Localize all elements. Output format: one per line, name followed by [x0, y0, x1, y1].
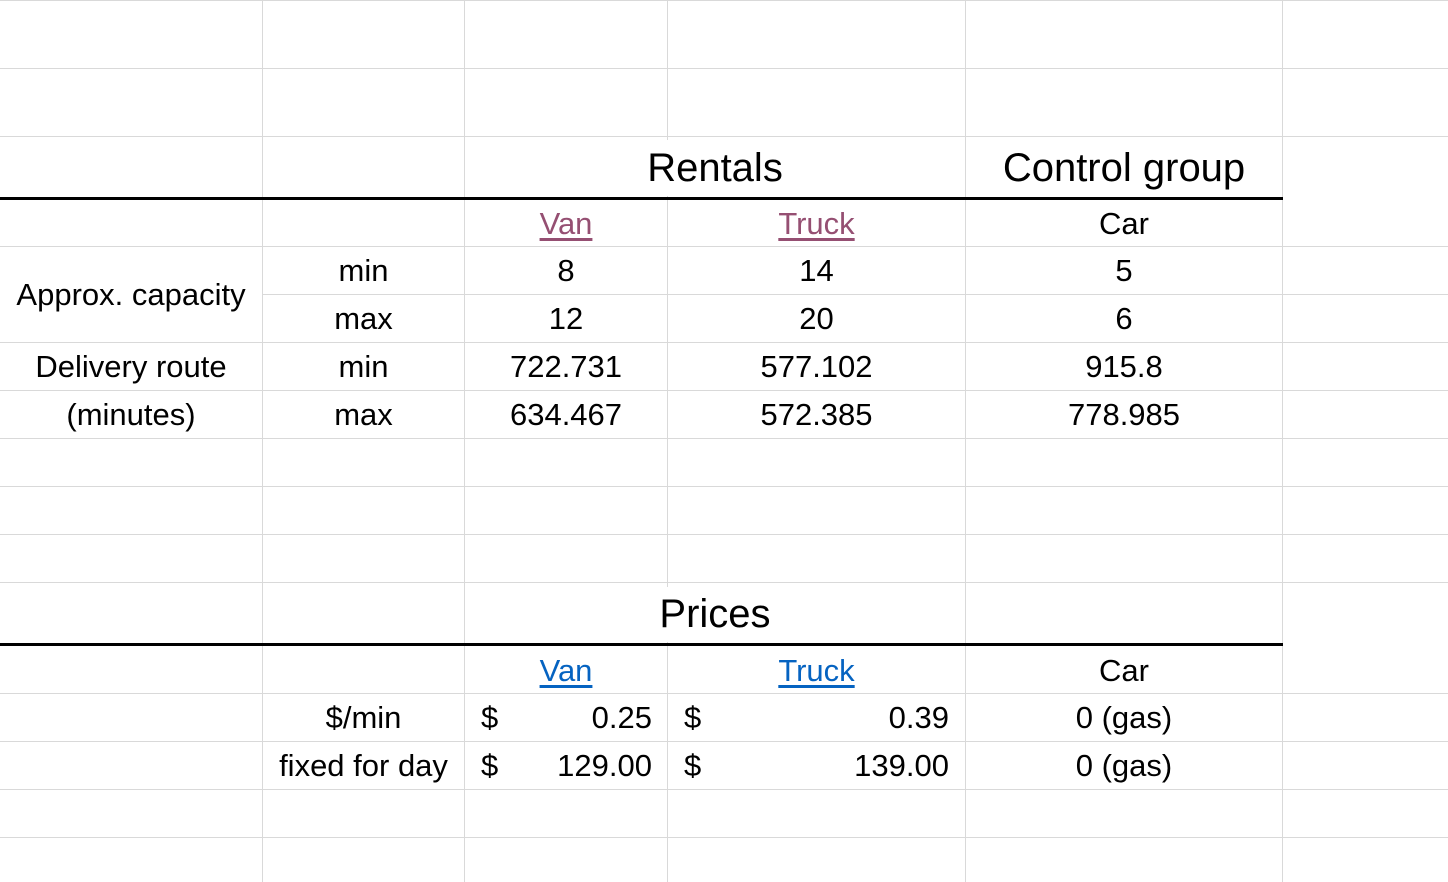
truck-capacity-min[interactable]: 14: [668, 247, 965, 294]
row-divider: [0, 741, 1448, 742]
fixed-day-label[interactable]: fixed for day: [263, 742, 464, 789]
prices-title: Prices: [465, 587, 965, 642]
truck-fixed-currency: $: [668, 742, 724, 789]
car-fixed-price[interactable]: 0 (gas): [966, 742, 1282, 789]
car-route-max[interactable]: 778.985: [966, 391, 1282, 438]
capacity-min-label[interactable]: min: [263, 247, 464, 294]
row-divider: [0, 136, 1448, 137]
row-divider: [0, 390, 1448, 391]
van-fixed-price[interactable]: 129.00: [520, 742, 652, 789]
row-divider: [0, 534, 1448, 535]
car-capacity-max[interactable]: 6: [966, 295, 1282, 342]
truck-fixed-price[interactable]: 139.00: [720, 742, 949, 789]
car-capacity-min[interactable]: 5: [966, 247, 1282, 294]
truck-link[interactable]: Truck: [778, 205, 855, 241]
capacity-max-label[interactable]: max: [263, 295, 464, 342]
van-route-max[interactable]: 634.467: [465, 391, 667, 438]
rentals-header-rule: [0, 197, 1283, 200]
per-minute-label[interactable]: $/min: [263, 694, 464, 741]
van-link[interactable]: Van: [539, 205, 593, 241]
truck-price-link[interactable]: Truck: [778, 652, 855, 688]
row-divider: [0, 0, 1448, 1]
truck-route-max[interactable]: 572.385: [668, 391, 965, 438]
column-divider: [1282, 0, 1283, 882]
control-group-title: Control group: [966, 140, 1282, 196]
van-per-minute-currency: $: [465, 694, 521, 741]
row-divider: [0, 789, 1448, 790]
row-divider: [0, 486, 1448, 487]
van-capacity-max[interactable]: 12: [465, 295, 667, 342]
van-capacity-min[interactable]: 8: [465, 247, 667, 294]
column-divider: [965, 0, 966, 882]
car-per-minute-price[interactable]: 0 (gas): [966, 694, 1282, 741]
column-divider: [262, 0, 263, 882]
column-header-truck[interactable]: Truck: [668, 201, 965, 246]
truck-capacity-max[interactable]: 20: [668, 295, 965, 342]
route-label-line2[interactable]: (minutes): [0, 391, 262, 438]
truck-per-minute-currency: $: [668, 694, 724, 741]
column-header-van[interactable]: Van: [465, 201, 667, 246]
route-max-label[interactable]: max: [263, 391, 464, 438]
price-header-car: Car: [966, 648, 1282, 693]
column-divider: [667, 0, 668, 882]
rentals-title: Rentals: [465, 140, 965, 196]
prices-header-rule: [0, 643, 1283, 646]
row-divider: [0, 582, 1448, 583]
row-divider: [0, 438, 1448, 439]
row-divider: [0, 246, 1448, 247]
row-divider: [0, 837, 1448, 838]
column-header-car: Car: [966, 201, 1282, 246]
route-min-label[interactable]: min: [263, 343, 464, 390]
price-header-van[interactable]: Van: [465, 648, 667, 693]
row-divider: [0, 68, 1448, 69]
truck-route-min[interactable]: 577.102: [668, 343, 965, 390]
van-fixed-currency: $: [465, 742, 521, 789]
route-label-line1[interactable]: Delivery route: [0, 343, 262, 390]
van-price-link[interactable]: Van: [539, 652, 593, 688]
row-divider: [0, 693, 1448, 694]
van-route-min[interactable]: 722.731: [465, 343, 667, 390]
column-divider: [464, 0, 465, 882]
truck-per-minute-price[interactable]: 0.39: [720, 694, 949, 741]
row-divider: [0, 294, 1448, 295]
capacity-label[interactable]: Approx. capacity: [0, 247, 262, 342]
price-header-truck[interactable]: Truck: [668, 648, 965, 693]
car-route-min[interactable]: 915.8: [966, 343, 1282, 390]
van-per-minute-price[interactable]: 0.25: [520, 694, 652, 741]
row-divider: [0, 342, 1448, 343]
